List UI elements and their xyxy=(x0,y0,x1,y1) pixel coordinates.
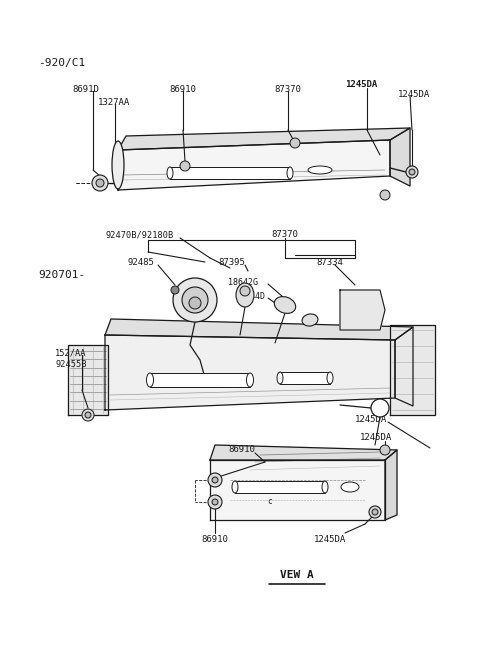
Text: 1327AA: 1327AA xyxy=(98,98,130,107)
Polygon shape xyxy=(210,460,385,520)
Polygon shape xyxy=(385,450,397,520)
Text: 86910: 86910 xyxy=(169,85,196,94)
Ellipse shape xyxy=(232,481,238,493)
Text: 1245DA: 1245DA xyxy=(345,80,377,89)
Polygon shape xyxy=(105,335,395,410)
Circle shape xyxy=(380,190,390,200)
Ellipse shape xyxy=(327,372,333,384)
Text: 8691D: 8691D xyxy=(72,85,99,94)
Ellipse shape xyxy=(167,167,173,179)
Circle shape xyxy=(369,506,381,518)
Text: 87395: 87395 xyxy=(218,258,245,267)
Text: 1245DA: 1245DA xyxy=(355,415,387,424)
Circle shape xyxy=(380,445,390,455)
Polygon shape xyxy=(210,445,397,460)
Text: 920701-: 920701- xyxy=(38,270,85,280)
Text: A: A xyxy=(377,403,383,413)
Polygon shape xyxy=(118,140,390,190)
Text: 1245DA: 1245DA xyxy=(398,90,430,99)
Circle shape xyxy=(171,286,179,294)
Circle shape xyxy=(173,278,217,322)
Text: c: c xyxy=(268,497,272,506)
Polygon shape xyxy=(105,319,413,340)
Text: 92470B/92180B: 92470B/92180B xyxy=(105,230,173,239)
Text: 152/AA: 152/AA xyxy=(55,348,86,357)
Circle shape xyxy=(406,166,418,178)
Text: *8644D: *8644D xyxy=(235,292,265,301)
Bar xyxy=(280,372,330,384)
Polygon shape xyxy=(395,327,413,406)
Circle shape xyxy=(189,297,201,309)
Ellipse shape xyxy=(112,141,124,189)
Text: 18642G: 18642G xyxy=(228,278,258,287)
Text: 86910: 86910 xyxy=(202,535,228,544)
Polygon shape xyxy=(118,128,410,150)
Bar xyxy=(170,167,290,179)
Bar xyxy=(150,373,250,387)
Text: 1245DA: 1245DA xyxy=(314,535,346,544)
Ellipse shape xyxy=(322,481,328,493)
Ellipse shape xyxy=(287,167,293,179)
Text: 87370: 87370 xyxy=(275,85,301,94)
Circle shape xyxy=(85,412,91,418)
Text: 87370: 87370 xyxy=(272,230,299,239)
Circle shape xyxy=(212,499,218,505)
Circle shape xyxy=(208,473,222,487)
Circle shape xyxy=(96,179,104,187)
Text: 87334: 87334 xyxy=(316,258,343,267)
Polygon shape xyxy=(390,325,435,415)
Ellipse shape xyxy=(274,296,296,313)
Circle shape xyxy=(240,286,250,296)
Ellipse shape xyxy=(308,166,332,174)
Text: 1245DA: 1245DA xyxy=(360,433,392,442)
Circle shape xyxy=(82,409,94,421)
Text: 92455B: 92455B xyxy=(55,360,86,369)
Ellipse shape xyxy=(341,482,359,492)
Text: VEW A: VEW A xyxy=(280,570,314,580)
Ellipse shape xyxy=(277,372,283,384)
Circle shape xyxy=(372,509,378,515)
Circle shape xyxy=(212,477,218,483)
Bar xyxy=(235,481,325,493)
Text: 86910: 86910 xyxy=(228,445,255,454)
Circle shape xyxy=(290,138,300,148)
Circle shape xyxy=(409,169,415,175)
Text: 92485: 92485 xyxy=(128,258,155,267)
Polygon shape xyxy=(68,345,108,415)
Circle shape xyxy=(92,175,108,191)
Ellipse shape xyxy=(247,373,253,387)
Polygon shape xyxy=(340,290,385,330)
Text: -920/C1: -920/C1 xyxy=(38,58,85,68)
Circle shape xyxy=(371,399,389,417)
Circle shape xyxy=(208,495,222,509)
Circle shape xyxy=(182,287,208,313)
Ellipse shape xyxy=(302,314,318,326)
Ellipse shape xyxy=(236,283,254,307)
Ellipse shape xyxy=(146,373,154,387)
Polygon shape xyxy=(390,128,410,186)
Circle shape xyxy=(180,161,190,171)
